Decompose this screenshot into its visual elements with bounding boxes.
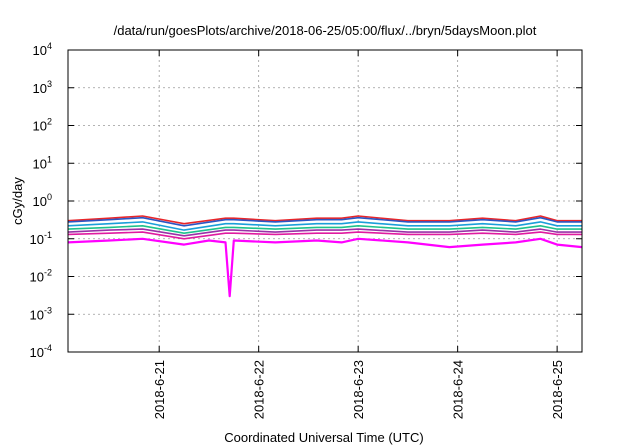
series-line-6: [67, 231, 582, 240]
x-axis-label: Coordinated Universal Time (UTC): [224, 430, 423, 445]
x-tick-label: 2018-6-22: [252, 360, 267, 419]
y-tick-exponent: -3: [44, 305, 52, 315]
series-layer: [67, 215, 583, 298]
y-tick-exponent: 1: [47, 154, 52, 164]
y-tick-exponent: 2: [47, 117, 52, 127]
y-tick-exponent: 3: [47, 79, 52, 89]
plot-frame: [67, 49, 583, 353]
y-tick-exponent: -1: [44, 230, 52, 240]
x-tick-label: 2018-6-23: [351, 360, 366, 419]
y-axis-label: cGy/day: [10, 177, 25, 225]
series-line-5: [67, 228, 582, 237]
y-tick-label: 100: [33, 192, 52, 209]
y-tick-label: 10-1: [30, 230, 52, 247]
y-tick-label: 101: [33, 154, 52, 171]
y-tick-label: 104: [33, 41, 52, 58]
grid: [68, 50, 582, 352]
y-tick-label: 102: [33, 117, 52, 134]
y-tick-label: 10-2: [30, 268, 52, 285]
x-ticks: 2018-6-21 2018-6-22 2018-6-23 2018-6-24 2018…: [152, 50, 565, 419]
series-line-2: [67, 216, 582, 227]
y-tick-exponent: 0: [47, 192, 52, 202]
y-tick-exponent: 4: [47, 41, 52, 51]
x-tick-label: 2018-6-24: [451, 360, 466, 419]
y-tick-label: 103: [33, 79, 52, 96]
y-tick-exponent: -4: [44, 343, 52, 353]
series-line-3: [67, 221, 582, 231]
series-line-7: [67, 237, 583, 298]
y-tick-label: 10-3: [30, 305, 52, 322]
x-tick-label: 2018-6-25: [550, 360, 565, 419]
series-line-4: [67, 225, 582, 234]
y-tick-label: 10-4: [30, 343, 52, 360]
chart-title: /data/run/goesPlots/archive/2018-06-25/0…: [114, 23, 537, 38]
y-tick-exponent: -2: [44, 268, 52, 278]
series-line-1: [67, 215, 582, 225]
x-tick-label: 2018-6-21: [152, 360, 167, 419]
